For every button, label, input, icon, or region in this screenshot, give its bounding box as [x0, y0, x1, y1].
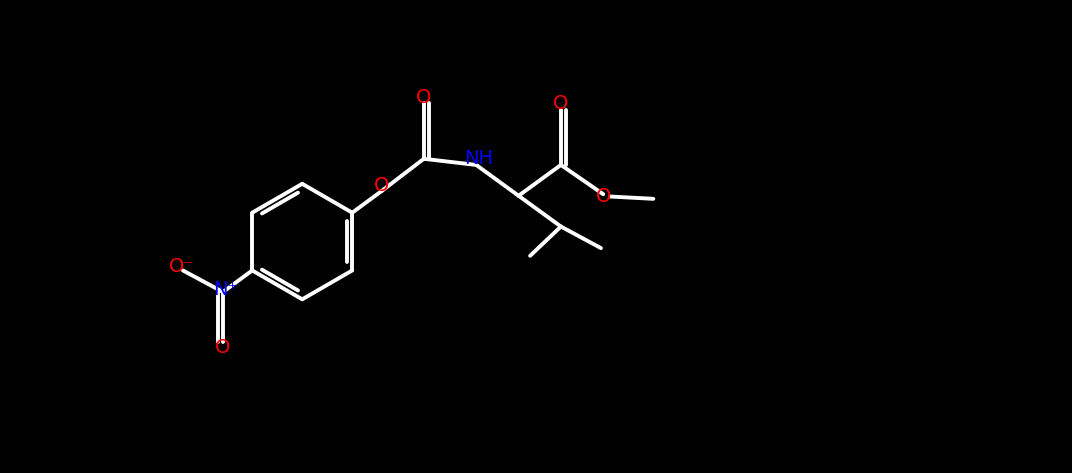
Text: O: O — [374, 176, 389, 195]
Text: NH: NH — [464, 149, 493, 168]
Text: O: O — [416, 88, 432, 107]
Text: O: O — [215, 338, 230, 357]
Text: O⁻: O⁻ — [168, 257, 194, 276]
Text: N⁺: N⁺ — [213, 280, 238, 299]
Text: O: O — [553, 94, 568, 113]
Text: O: O — [596, 187, 612, 206]
